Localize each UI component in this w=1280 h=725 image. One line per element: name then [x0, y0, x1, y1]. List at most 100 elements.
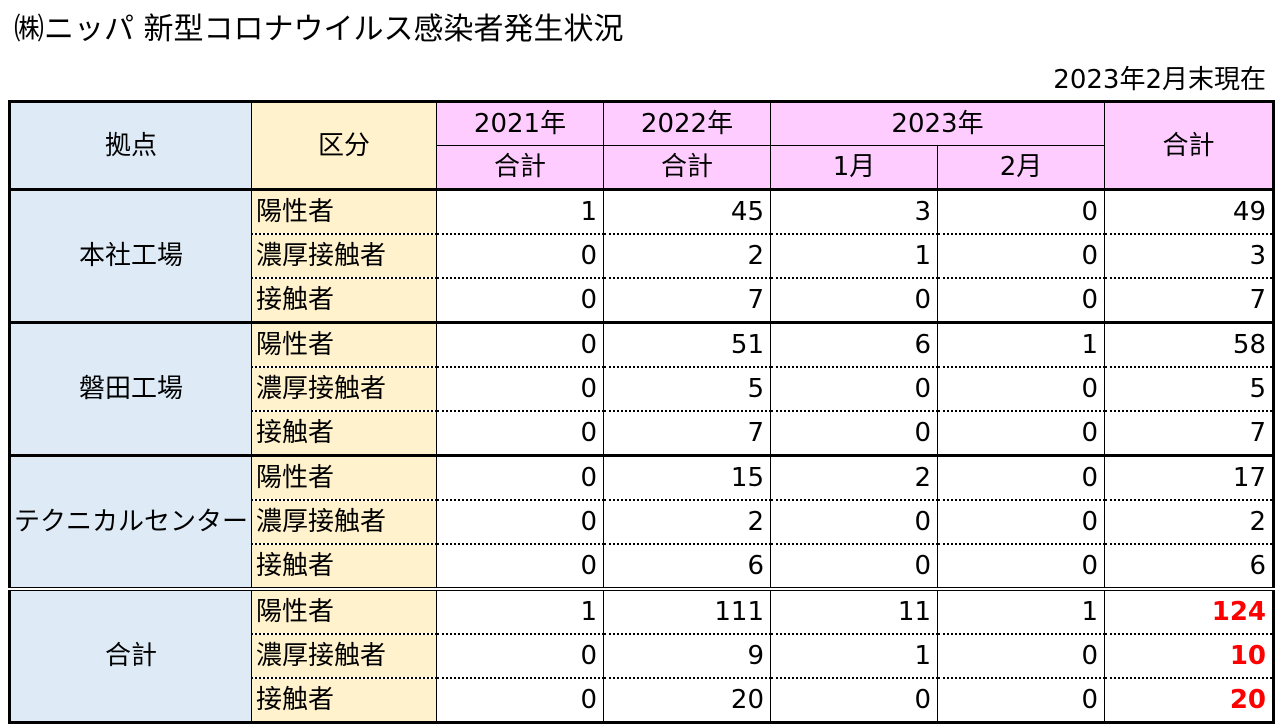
value-total: 7	[1104, 410, 1275, 456]
category-cell: 濃厚接触者	[251, 233, 437, 279]
category-cell: 陽性者	[251, 454, 437, 501]
header-row-1: 拠点 区分 2021年 2022年 2023年 合計	[9, 101, 1275, 191]
table-row: 本社工場 陽性者 1 45 3 0 49	[9, 189, 1275, 323]
header-2022: 2022年	[603, 101, 771, 146]
value-jan: 0	[770, 677, 938, 723]
value-y2021: 0	[436, 677, 604, 723]
table-row: 濃厚接触者 0 2 0 0 2	[10, 499, 1275, 545]
value-jan: 0	[770, 277, 938, 323]
value-total: 124	[1104, 587, 1275, 635]
value-y2022: 51	[603, 321, 771, 368]
value-feb: 0	[936, 499, 1106, 545]
header-2023-jan: 1月	[770, 145, 938, 191]
value-y2021: 0	[436, 410, 604, 456]
value-total: 10	[1104, 633, 1275, 679]
value-y2021: 0	[436, 633, 604, 679]
value-total: 49	[1104, 189, 1275, 235]
location-cell: 本社工場	[9, 189, 252, 323]
location-cell: 合計	[9, 587, 252, 723]
value-y2021: 1	[436, 189, 604, 235]
location-cell: 磐田工場	[9, 321, 252, 456]
value-feb: 1	[936, 587, 1106, 635]
value-total: 58	[1104, 321, 1275, 368]
value-y2021: 1	[436, 587, 604, 635]
infection-status-table: 拠点 区分 2021年 2022年 2023年 合計 合計 合計 1月 2月 本…	[8, 100, 1276, 724]
value-y2022: 9	[603, 633, 771, 679]
value-y2022: 7	[603, 277, 771, 323]
header-2023-feb: 2月	[936, 145, 1106, 191]
header-total: 合計	[1104, 101, 1275, 191]
value-y2022: 5	[603, 366, 771, 412]
value-jan: 1	[770, 633, 938, 679]
value-y2021: 0	[436, 543, 604, 590]
page-title: ㈱ニッパ 新型コロナウイルス感染者発生状況	[14, 12, 624, 47]
header-2021: 2021年	[436, 101, 604, 146]
category-cell: 陽性者	[251, 587, 437, 635]
value-feb: 0	[936, 366, 1106, 412]
value-total: 5	[1104, 366, 1275, 412]
value-y2022: 45	[603, 189, 771, 235]
category-cell: 接触者	[251, 277, 437, 323]
category-cell: 濃厚接触者	[251, 366, 437, 412]
value-y2021: 0	[436, 321, 604, 368]
value-feb: 0	[936, 543, 1106, 590]
value-feb: 0	[936, 277, 1106, 323]
value-feb: 0	[936, 677, 1106, 723]
value-jan: 1	[770, 233, 938, 279]
category-cell: 陽性者	[251, 321, 437, 368]
value-total: 6	[1104, 543, 1275, 590]
value-jan: 2	[770, 454, 938, 501]
value-y2021: 0	[436, 499, 604, 545]
value-jan: 3	[770, 189, 938, 235]
category-cell: 陽性者	[251, 189, 437, 235]
value-feb: 0	[936, 233, 1106, 279]
value-y2022: 15	[603, 454, 771, 501]
header-2021-total: 合計	[436, 145, 604, 191]
as-of-date: 2023年2月末現在	[1053, 65, 1266, 95]
value-y2022: 7	[603, 410, 771, 456]
table-row: 磐田工場 陽性者 0 51 6 1 58	[9, 321, 1275, 456]
value-y2021: 0	[436, 277, 604, 323]
header-category: 区分	[251, 101, 437, 191]
value-y2021: 0	[436, 454, 604, 501]
value-feb: 0	[936, 454, 1106, 501]
value-feb: 1	[936, 321, 1106, 368]
header-location: 拠点	[9, 101, 252, 191]
value-jan: 0	[770, 410, 938, 456]
value-jan: 11	[770, 587, 938, 635]
table-row: 濃厚接触者 0 9 1 0 10	[10, 633, 1275, 679]
value-jan: 0	[770, 366, 938, 412]
value-total: 17	[1104, 454, 1275, 501]
table-row: 接触者 0 6 0 0 6	[10, 543, 1275, 590]
value-y2022: 6	[603, 543, 771, 590]
value-feb: 0	[936, 633, 1106, 679]
value-total: 20	[1104, 677, 1275, 723]
value-y2022: 20	[603, 677, 771, 723]
value-y2022: 2	[603, 499, 771, 545]
value-jan: 6	[770, 321, 938, 368]
table-row: 濃厚接触者 0 2 1 0 3	[10, 233, 1275, 279]
location-cell: テクニカルセンター	[9, 454, 252, 590]
category-cell: 接触者	[251, 410, 437, 456]
table-body: 本社工場 陽性者 1 45 3 0 49 濃厚接触者 0 2 1 0 3 接触者 0 7 0 0 7 磐田工場 陽性者 0…	[9, 189, 1275, 723]
table-row: テクニカルセンター 陽性者 0 15 2 0 17	[9, 454, 1275, 590]
header-2023: 2023年	[769, 101, 1106, 146]
table-row: 濃厚接触者 0 5 0 0 5	[10, 366, 1275, 412]
category-cell: 濃厚接触者	[251, 633, 437, 679]
value-total: 3	[1104, 233, 1275, 279]
table-row: 接触者 0 20 0 0 20	[10, 677, 1275, 723]
table-row: 接触者 0 7 0 0 7	[10, 277, 1275, 323]
category-cell: 接触者	[251, 543, 437, 590]
value-feb: 0	[936, 410, 1106, 456]
category-cell: 濃厚接触者	[251, 499, 437, 545]
category-cell: 接触者	[251, 677, 437, 723]
value-total: 2	[1104, 499, 1275, 545]
value-y2022: 2	[603, 233, 771, 279]
header-row-2: 合計 合計 1月 2月	[10, 145, 1274, 191]
header-2022-total: 合計	[603, 145, 771, 191]
table-row: 合計 陽性者 1 111 11 1 124	[9, 587, 1275, 723]
value-feb: 0	[936, 189, 1106, 235]
value-jan: 0	[770, 499, 938, 545]
value-y2021: 0	[436, 233, 604, 279]
value-total: 7	[1104, 277, 1275, 323]
